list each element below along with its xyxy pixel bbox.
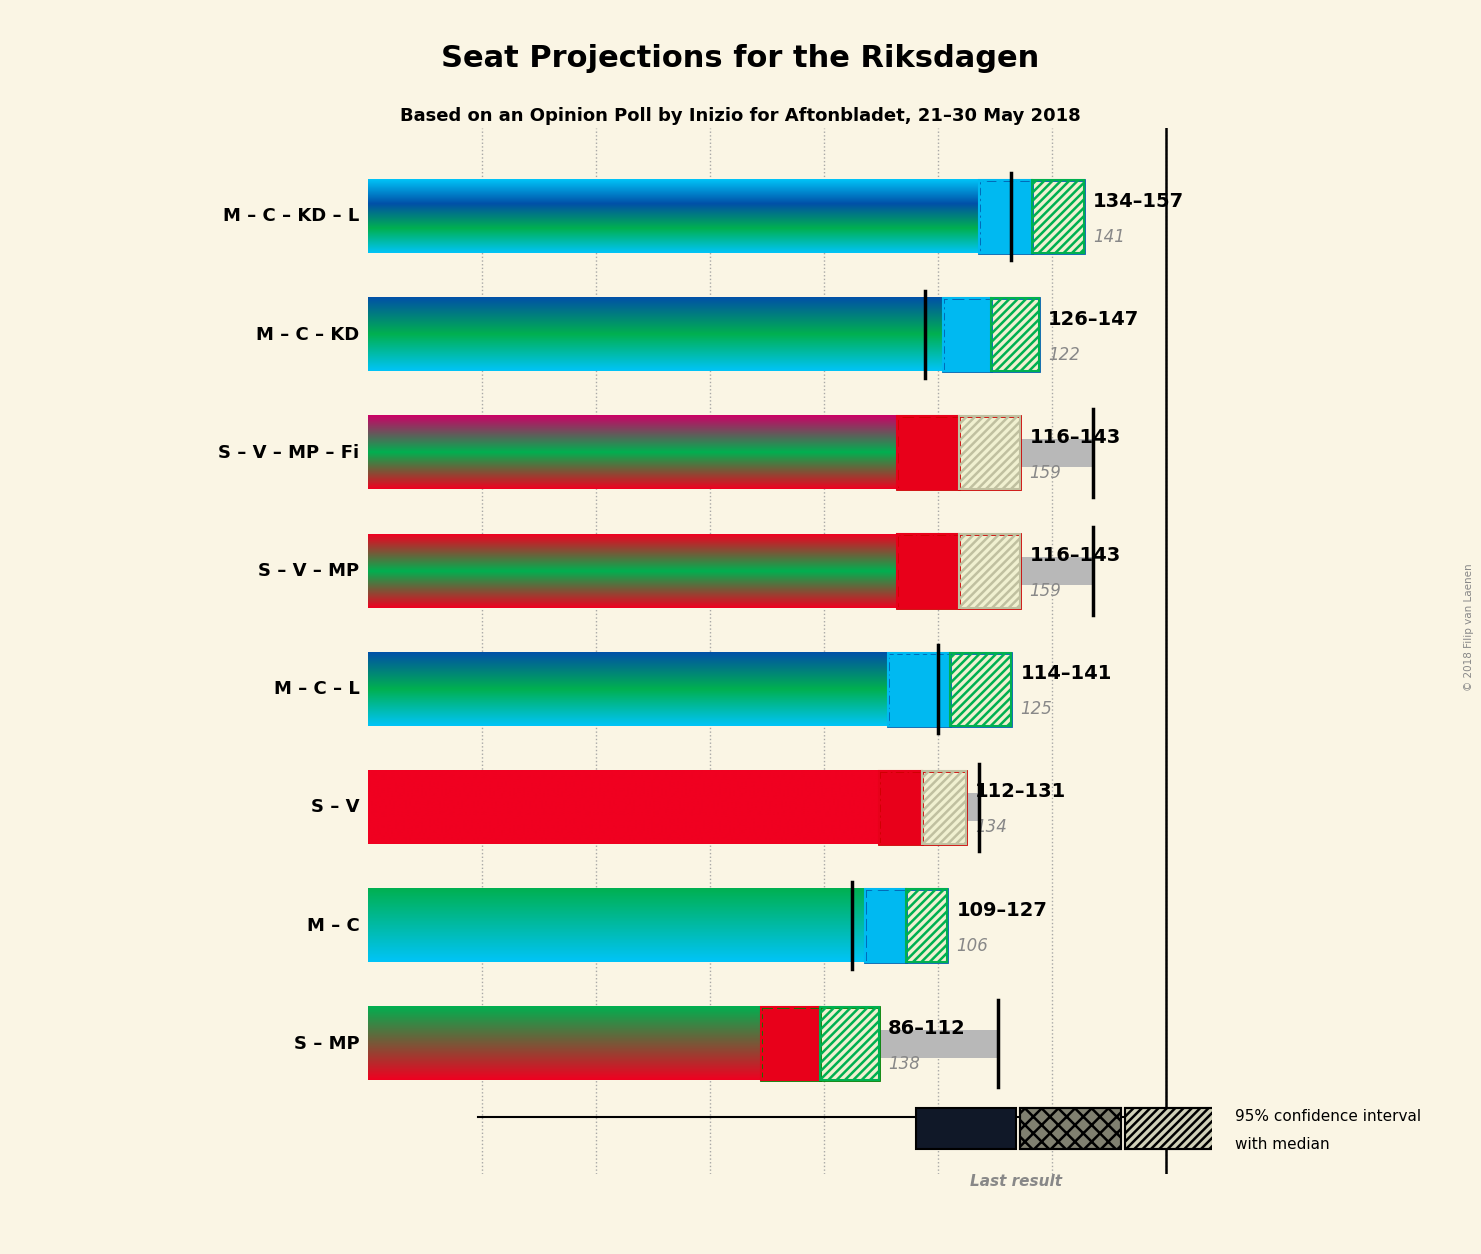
Bar bbox=[369, 794, 979, 821]
Bar bbox=[958, 534, 1020, 608]
Text: Last result: Last result bbox=[970, 1175, 1062, 1190]
Text: 134: 134 bbox=[974, 819, 1007, 836]
Text: Based on an Opinion Poll by Inizio for Aftonbladet, 21–30 May 2018: Based on an Opinion Poll by Inizio for A… bbox=[400, 107, 1081, 124]
Bar bbox=[979, 179, 1032, 253]
Text: 122: 122 bbox=[1047, 346, 1080, 364]
Bar bbox=[906, 889, 948, 962]
Text: S – V – MP – Fi: S – V – MP – Fi bbox=[218, 444, 360, 461]
Bar bbox=[369, 439, 1093, 466]
Bar bbox=[991, 298, 1038, 371]
Bar bbox=[991, 298, 1038, 371]
Bar bbox=[958, 416, 1020, 489]
Text: 116–143: 116–143 bbox=[1029, 428, 1121, 446]
Bar bbox=[1020, 1109, 1121, 1150]
Bar bbox=[979, 179, 1032, 253]
Bar bbox=[880, 771, 923, 844]
Bar bbox=[943, 298, 991, 371]
Text: Seat Projections for the Riksdagen: Seat Projections for the Riksdagen bbox=[441, 44, 1040, 73]
Text: 126–147: 126–147 bbox=[1047, 310, 1139, 329]
Bar bbox=[1032, 179, 1084, 253]
Text: 116–143: 116–143 bbox=[1029, 547, 1121, 566]
Text: 141: 141 bbox=[1093, 227, 1126, 246]
Text: © 2018 Filip van Laenen: © 2018 Filip van Laenen bbox=[1465, 563, 1474, 691]
Bar bbox=[820, 1007, 880, 1081]
Text: S – V – MP: S – V – MP bbox=[258, 562, 360, 581]
Bar bbox=[369, 675, 939, 703]
Bar bbox=[880, 771, 923, 844]
Text: M – C: M – C bbox=[307, 917, 360, 934]
Bar bbox=[943, 298, 991, 371]
Bar bbox=[820, 1007, 880, 1081]
Text: 134–157: 134–157 bbox=[1093, 192, 1185, 211]
Bar bbox=[897, 534, 958, 608]
Text: M – C – KD – L: M – C – KD – L bbox=[224, 207, 360, 226]
Bar bbox=[761, 1007, 820, 1081]
Text: 114–141: 114–141 bbox=[1020, 665, 1112, 683]
Text: S – V: S – V bbox=[311, 799, 360, 816]
Bar bbox=[958, 416, 1020, 489]
Bar bbox=[369, 203, 1012, 231]
Bar bbox=[949, 652, 1012, 726]
Bar bbox=[369, 1030, 998, 1057]
Text: 106: 106 bbox=[957, 937, 988, 954]
Bar bbox=[915, 1109, 1016, 1150]
Bar bbox=[1126, 1109, 1225, 1150]
Text: 159: 159 bbox=[1029, 464, 1062, 482]
Bar bbox=[906, 889, 948, 962]
Bar bbox=[949, 652, 1012, 726]
Bar bbox=[923, 771, 966, 844]
Text: 125: 125 bbox=[1020, 700, 1052, 719]
Bar bbox=[889, 652, 949, 726]
Bar bbox=[897, 534, 958, 608]
Bar bbox=[761, 1007, 820, 1081]
Bar bbox=[889, 652, 949, 726]
Bar bbox=[1020, 1109, 1121, 1150]
Text: M – C – KD: M – C – KD bbox=[256, 326, 360, 344]
Bar bbox=[1126, 1109, 1225, 1150]
Bar bbox=[369, 321, 924, 349]
Bar bbox=[897, 416, 958, 489]
Bar bbox=[369, 912, 852, 939]
Text: 109–127: 109–127 bbox=[957, 900, 1047, 919]
Text: S – MP: S – MP bbox=[293, 1035, 360, 1052]
Text: 138: 138 bbox=[889, 1055, 920, 1073]
Text: M – C – L: M – C – L bbox=[274, 680, 360, 698]
Text: 112–131: 112–131 bbox=[974, 782, 1066, 801]
Text: 95% confidence interval: 95% confidence interval bbox=[1235, 1110, 1420, 1125]
Bar bbox=[958, 534, 1020, 608]
Text: with median: with median bbox=[1235, 1136, 1330, 1151]
Text: 159: 159 bbox=[1029, 582, 1062, 601]
Bar bbox=[897, 416, 958, 489]
Text: 86–112: 86–112 bbox=[889, 1018, 966, 1038]
Bar bbox=[865, 889, 906, 962]
Bar bbox=[865, 889, 906, 962]
Bar bbox=[923, 771, 966, 844]
Bar bbox=[369, 557, 1093, 584]
Bar bbox=[1032, 179, 1084, 253]
